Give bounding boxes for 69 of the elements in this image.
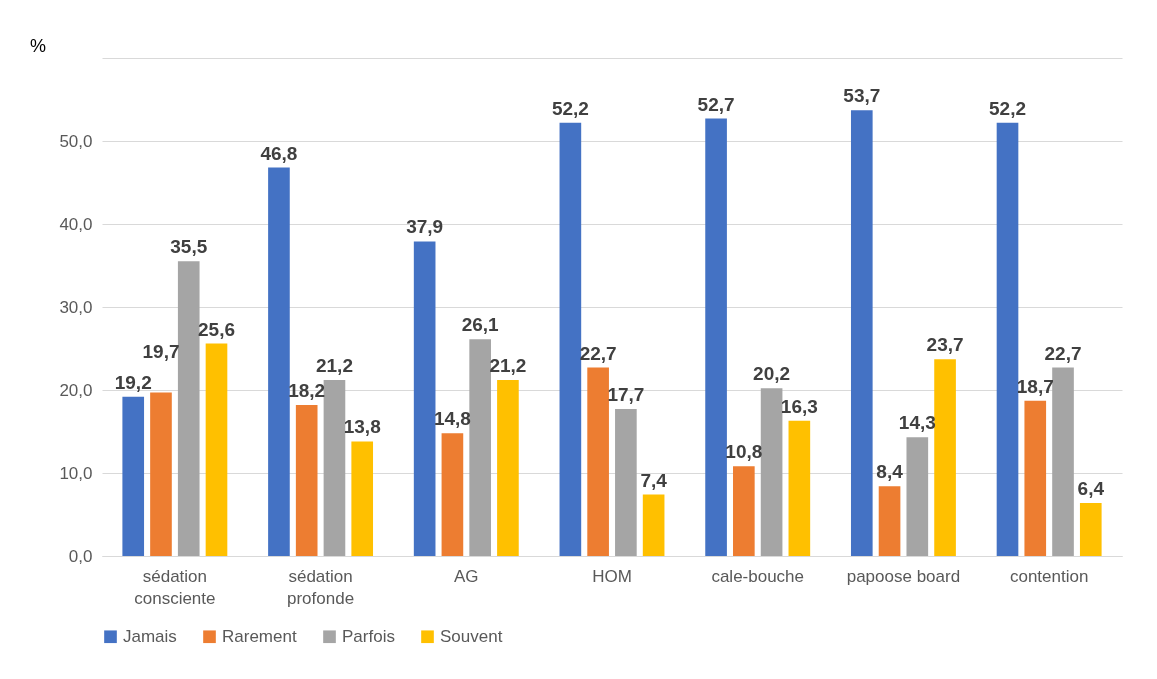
y-tick-label: 20,0: [59, 380, 93, 400]
bar: [760, 388, 783, 556]
data-label: 8,4: [876, 461, 904, 483]
bar: [441, 433, 464, 556]
bar: [934, 359, 956, 556]
bar: [177, 261, 200, 556]
x-tick-label: papoose board: [846, 566, 961, 586]
data-label: 7,4: [640, 469, 668, 491]
y-tick-label: 30,0: [59, 297, 93, 317]
bar: [1024, 400, 1047, 556]
x-tick-label: sédation profonde: [287, 566, 355, 608]
data-label: 19,7: [142, 341, 180, 363]
bar: [788, 420, 811, 556]
y-axis-title: %: [30, 36, 47, 56]
data-label: 14,8: [433, 408, 471, 430]
bar: [295, 404, 318, 556]
y-tick-label: 0,0: [68, 546, 93, 566]
data-label: 26,1: [461, 314, 500, 336]
data-label: 13,8: [343, 416, 381, 438]
data-label: 25,6: [198, 318, 235, 340]
bar: [122, 396, 145, 556]
bar: [878, 486, 901, 556]
data-label: 6,4: [1077, 477, 1105, 499]
data-label: 37,9: [406, 216, 444, 238]
bar: [850, 110, 873, 556]
data-label: 52,2: [551, 97, 589, 119]
bar: [705, 118, 727, 556]
bar: [733, 466, 755, 556]
bar: [469, 339, 491, 556]
legend-label: Jamais: [123, 626, 177, 646]
bar: [413, 241, 436, 556]
bar: [642, 494, 665, 556]
data-label: 19,2: [114, 371, 152, 393]
data-label: 18,7: [1016, 375, 1054, 397]
x-tick-label: HOM: [592, 566, 632, 586]
bar: [996, 122, 1019, 556]
x-tick-label: sédation consciente: [134, 566, 216, 608]
bar: [268, 167, 290, 556]
y-tick-label: 10,0: [59, 463, 93, 483]
data-label: 35,5: [170, 236, 208, 258]
bar: [1079, 502, 1102, 556]
y-tick-label: 50,0: [59, 131, 93, 151]
data-label: 23,7: [926, 334, 964, 356]
data-label: 46,8: [260, 142, 298, 164]
x-tick-label: AG: [454, 566, 479, 586]
data-label: 52,2: [989, 97, 1026, 119]
bar: [150, 392, 172, 556]
legend-label: Rarement: [222, 626, 297, 646]
data-label: 21,2: [315, 355, 353, 377]
bar: [351, 441, 374, 556]
bar: [906, 437, 929, 556]
bar: [1052, 367, 1074, 556]
data-label: 22,7: [1044, 342, 1082, 364]
x-tick-label: contention: [1009, 566, 1089, 586]
bar: [615, 409, 637, 556]
data-label: 21,2: [489, 355, 527, 377]
data-label: 53,7: [843, 85, 881, 107]
bar: [323, 380, 346, 556]
bar: [587, 367, 609, 556]
bar: [497, 380, 519, 556]
bar: [559, 122, 582, 556]
legend-label: Souvent: [440, 626, 503, 646]
y-tick-label: 40,0: [59, 214, 93, 234]
data-label: 52,7: [697, 93, 735, 115]
bar: [205, 343, 228, 556]
data-label: 16,3: [780, 395, 818, 417]
data-label: 20,2: [753, 363, 791, 385]
x-tick-label: cale-bouche: [711, 566, 805, 586]
legend-label: Parfois: [342, 626, 395, 646]
